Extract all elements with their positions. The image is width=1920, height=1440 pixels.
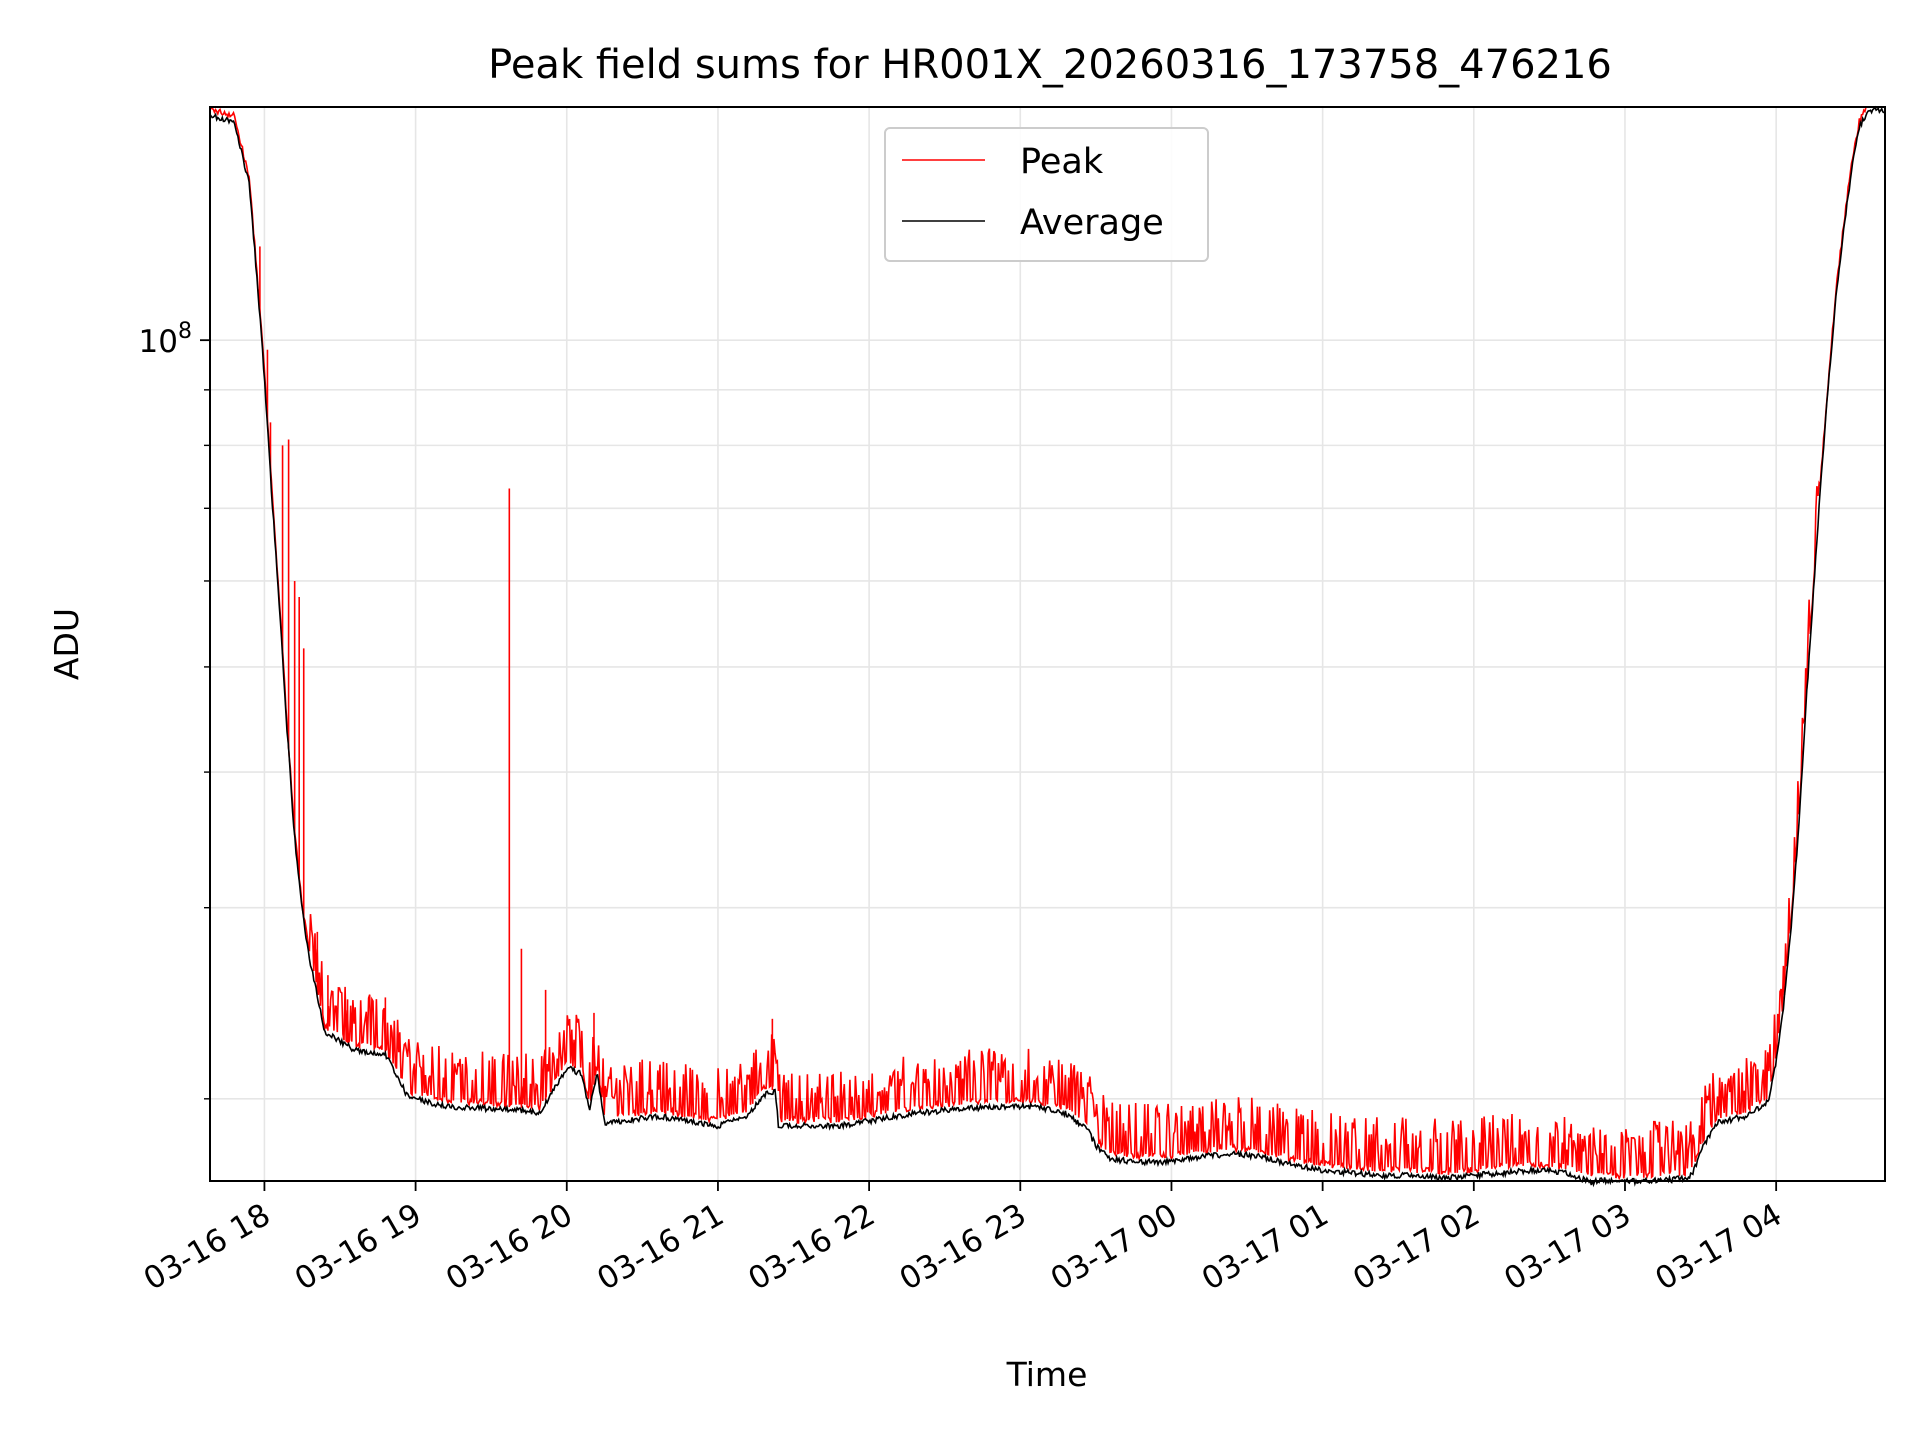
y-tick-label: 108 [139, 319, 192, 360]
y-tick-exponent: 8 [178, 319, 192, 344]
peak-series-line [209, 106, 1885, 1181]
legend: Peak Average [884, 127, 1209, 262]
y-axis-label: ADU [47, 608, 86, 680]
legend-average-label: Average [1020, 203, 1164, 243]
legend-box [884, 127, 1209, 262]
chart-title: Peak field sums for HR001X_20260316_1737… [488, 42, 1612, 88]
legend-peak-label: Peak [1020, 142, 1104, 182]
y-tick-base: 10 [139, 324, 178, 360]
average-series-line [209, 105, 1886, 1188]
x-axis-label: Time [1006, 1355, 1088, 1394]
series-layer [209, 105, 1886, 1188]
grid [210, 107, 1885, 1181]
plot-frame [209, 106, 1886, 1182]
